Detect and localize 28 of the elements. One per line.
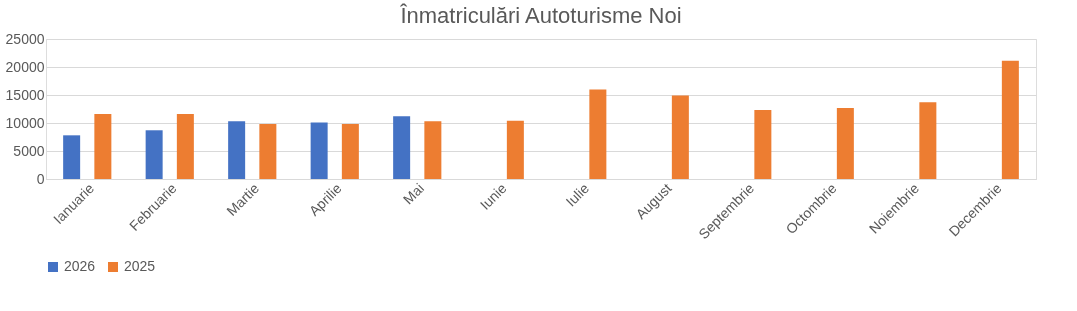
legend-label: 2025 [124, 258, 156, 274]
bar [393, 116, 411, 179]
bar [228, 121, 246, 179]
bar [63, 135, 81, 179]
bar [919, 102, 937, 179]
bar [310, 122, 328, 179]
bar [145, 130, 163, 179]
bar [506, 120, 524, 179]
bar [424, 121, 442, 179]
x-tick-label: Mai [399, 180, 428, 208]
legend-label: 2026 [64, 258, 96, 274]
bar [341, 124, 359, 179]
bar [259, 124, 277, 179]
bar [1001, 60, 1019, 179]
y-tick-label: 10000 [5, 114, 45, 131]
y-tick-label: 15000 [5, 86, 45, 103]
y-tick-label: 20000 [5, 58, 45, 75]
bar [589, 89, 607, 179]
bar [176, 114, 194, 179]
y-tick-label: 25000 [5, 30, 45, 47]
y-tick-label: 0 [36, 170, 45, 187]
x-tick-label: Iulie [562, 179, 593, 210]
bar [754, 110, 772, 179]
bar [836, 107, 854, 179]
y-tick-label: 5000 [13, 142, 45, 159]
bar [671, 95, 689, 179]
bar [94, 114, 112, 179]
chart-title: Înmatriculări Autoturisme Noi [399, 3, 682, 28]
